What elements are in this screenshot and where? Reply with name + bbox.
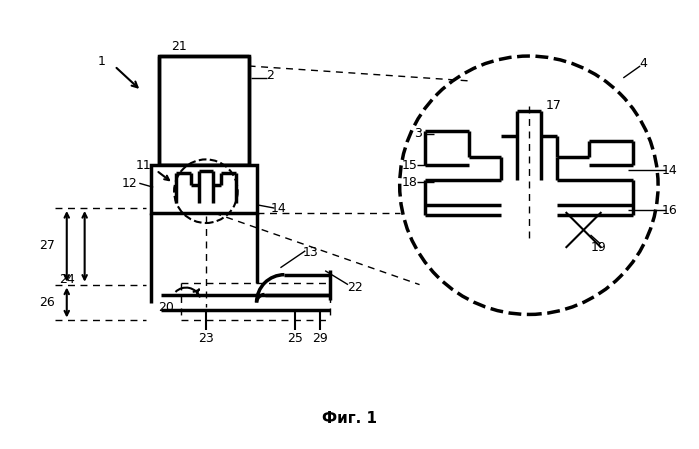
- Text: 14: 14: [271, 202, 287, 215]
- Text: 11: 11: [136, 159, 151, 172]
- Circle shape: [400, 56, 658, 314]
- Text: 25: 25: [287, 332, 303, 345]
- Text: 27: 27: [39, 239, 55, 252]
- Text: 12: 12: [122, 177, 137, 190]
- Text: 19: 19: [591, 242, 606, 254]
- Text: 2: 2: [266, 70, 275, 83]
- Bar: [151, 165, 257, 213]
- Text: 22: 22: [347, 281, 363, 294]
- Text: 20: 20: [158, 301, 174, 314]
- Text: 23: 23: [198, 332, 214, 345]
- Text: 4: 4: [639, 57, 647, 70]
- Text: 18: 18: [402, 176, 417, 189]
- Text: 29: 29: [312, 332, 328, 345]
- Text: Фиг. 1: Фиг. 1: [322, 411, 377, 426]
- Text: 13: 13: [303, 247, 318, 260]
- Text: 24: 24: [59, 273, 75, 286]
- Text: 17: 17: [546, 99, 562, 112]
- Text: 1: 1: [98, 54, 106, 67]
- Text: 16: 16: [662, 203, 678, 216]
- Text: 21: 21: [171, 40, 187, 53]
- Text: 15: 15: [402, 159, 417, 172]
- Text: 14: 14: [662, 164, 678, 177]
- Text: 26: 26: [39, 296, 55, 309]
- Bar: [159, 56, 249, 165]
- Text: 3: 3: [414, 127, 421, 140]
